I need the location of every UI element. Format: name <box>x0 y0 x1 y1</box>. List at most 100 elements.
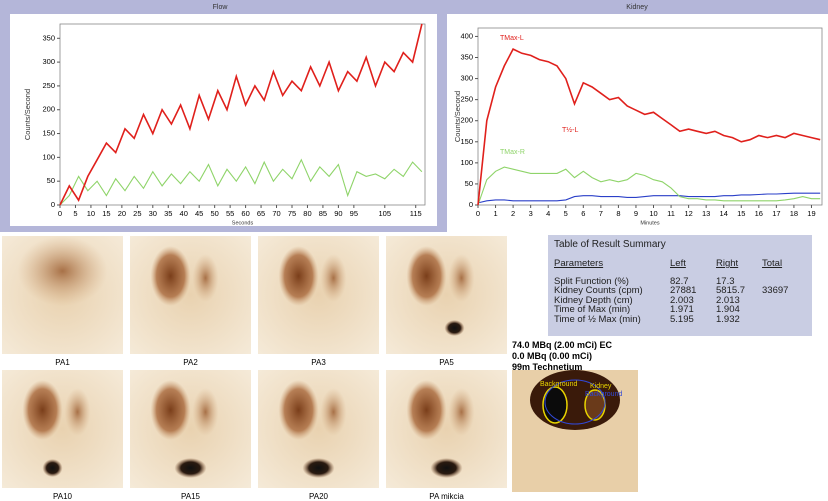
x-tick-label: 65 <box>257 209 265 218</box>
x-tick-label: 1 <box>493 209 497 218</box>
x-tick-label: 30 <box>149 209 157 218</box>
x-tick-label: 14 <box>720 209 728 218</box>
x-tick-label: 35 <box>164 209 172 218</box>
table-row: Kidney Counts (cpm) 27881 5815.7 33697 <box>554 286 808 296</box>
y-tick-label: 350 <box>460 52 473 61</box>
plot-frame <box>477 27 823 206</box>
x-tick-label: 90 <box>334 209 342 218</box>
x-tick-label: 0 <box>476 209 480 218</box>
image-label: PA3 <box>311 358 326 367</box>
chart-title: Kidney <box>626 4 648 11</box>
table-title: Table of Result Summary <box>554 239 666 250</box>
x-tick-label: 16 <box>755 209 763 218</box>
right-kidney <box>448 254 475 302</box>
annotation: T½-L <box>562 126 578 134</box>
right-kidney <box>192 388 219 436</box>
x-tick-label: 55 <box>226 209 234 218</box>
x-tick-label: 75 <box>288 209 296 218</box>
right-kidney <box>448 388 475 436</box>
image-label: PA1 <box>55 358 70 367</box>
table-row: Time of Max (min) 1.971 1.904 <box>554 305 808 315</box>
image-label: PA15 <box>181 492 201 501</box>
x-tick-label: 3 <box>529 209 533 218</box>
table-cell: 2.003 <box>670 294 694 306</box>
table-cell: 1.932 <box>716 313 740 325</box>
y-tick-label: 350 <box>42 33 55 42</box>
y-tick-label: 0 <box>469 200 473 209</box>
x-tick-label: 95 <box>350 209 358 218</box>
y-tick-label: 50 <box>465 179 473 188</box>
y-tick-label: 100 <box>460 158 473 167</box>
left-kidney <box>22 380 63 440</box>
activity <box>17 236 108 306</box>
table-cell: 2.013 <box>716 294 740 306</box>
series-line <box>477 166 821 206</box>
table-cell: Kidney Depth (cm) <box>554 294 633 306</box>
left-kidney <box>150 246 191 306</box>
y-tick-label: 250 <box>460 95 473 104</box>
table-cell: 1.904 <box>716 304 740 315</box>
x-tick-label: 18 <box>790 209 798 218</box>
table-cell: 17.3 <box>716 275 735 287</box>
image-label: PA10 <box>53 492 73 501</box>
x-tick-label: 25 <box>133 209 141 218</box>
kidney-panel <box>447 14 828 232</box>
x-tick-label: 5 <box>564 209 568 218</box>
info-line: 0.0 MBq (0.00 mCi) <box>512 351 593 361</box>
series-line <box>477 48 821 206</box>
bladder <box>174 458 207 478</box>
bladder <box>42 459 63 477</box>
x-tick-label: 5 <box>73 209 77 218</box>
x-tick-label: 20 <box>118 209 126 218</box>
series-line <box>59 158 423 206</box>
bladder <box>444 320 465 336</box>
y-tick-label: 250 <box>42 81 55 90</box>
y-tick-label: 0 <box>51 200 55 209</box>
roi-bg <box>544 379 606 425</box>
roi-label: Background <box>540 381 577 388</box>
series-line <box>59 23 423 206</box>
info-line: 99m Technetium <box>512 362 583 372</box>
info-line: 74.0 MBq (2.00 mCi) EC <box>512 340 613 350</box>
x-tick-label: 4 <box>546 209 550 218</box>
x-tick-label: 7 <box>599 209 603 218</box>
table-cell: Kidney Counts (cpm) <box>554 285 643 296</box>
x-tick-label: 6 <box>581 209 585 218</box>
image-label: PA20 <box>309 492 329 501</box>
scan-image <box>130 236 251 354</box>
right-kidney <box>320 388 347 436</box>
bladder <box>430 458 463 478</box>
x-tick-label: 50 <box>210 209 218 218</box>
table-cell: Total <box>762 258 783 269</box>
left-kidney <box>278 380 319 440</box>
x-tick-label: 13 <box>702 209 710 218</box>
y-tick-label: 150 <box>42 129 55 138</box>
table-cell: 1.971 <box>670 304 694 315</box>
right-kidney <box>320 254 347 302</box>
annotation: TMax-L <box>500 35 524 42</box>
chart-title: Flow <box>213 4 229 11</box>
result-table: Table of Result Summary Parameters Left Ri… <box>548 235 812 336</box>
y-tick-label: 150 <box>460 137 473 146</box>
table-cell: Left <box>670 258 686 269</box>
right-kidney <box>64 388 91 436</box>
x-tick-label: 11 <box>667 209 675 218</box>
table-cell: Split Function (%) <box>554 275 629 287</box>
x-tick-label: 115 <box>410 209 422 218</box>
roi-label: Background <box>585 391 622 398</box>
flow-panel <box>10 14 437 226</box>
y-tick-label: 200 <box>460 116 473 125</box>
series-line <box>477 192 821 204</box>
table-cell: 5815.7 <box>716 285 746 296</box>
x-tick-label: 2 <box>511 209 515 218</box>
table-cell: 82.7 <box>670 275 689 287</box>
table-cell: Right <box>716 258 739 269</box>
table-cell: 27881 <box>670 285 697 296</box>
roi-left <box>542 386 568 424</box>
x-tick-label: 85 <box>319 209 327 218</box>
annotation: TMax-R <box>500 149 525 156</box>
x-tick-label: 10 <box>649 209 657 218</box>
x-tick-label: 80 <box>303 209 311 218</box>
x-tick-label: 70 <box>272 209 280 218</box>
